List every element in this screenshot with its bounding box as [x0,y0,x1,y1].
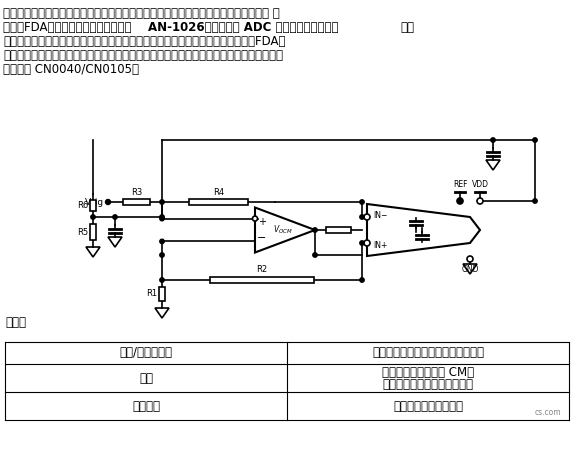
Circle shape [533,199,537,203]
Bar [90,224,96,240]
Circle shape [364,240,370,246]
Text: R3: R3 [131,188,142,196]
Text: R6: R6 [77,201,88,210]
Text: 取决于所用的输入电阻: 取决于所用的输入电阻 [393,400,463,413]
Circle shape [160,200,164,204]
Text: IN−: IN− [373,211,387,219]
Text: R2: R2 [257,266,267,274]
Text: 噪声性能而言，似乎显然应该采用这种方法；然而，有些时候可能并不存在合适的FDA，: 噪声性能而言，似乎显然应该采用这种方法；然而，有些时候可能并不存在合适的FDA， [3,35,285,48]
Text: 最简单的电平转换解决方案。: 最简单的电平转换解决方案。 [382,377,474,391]
Circle shape [106,199,111,204]
Text: 关采用FDA的设计详情可参见应用笔记: 关采用FDA的设计详情可参见应用笔记 [3,21,135,34]
Bar [189,199,248,205]
Text: Vsig: Vsig [85,197,104,206]
Circle shape [160,239,164,243]
Text: cs.com: cs.com [535,408,561,417]
Text: 输入阻抗: 输入阻抗 [132,400,160,413]
Circle shape [491,138,495,142]
Circle shape [458,199,462,203]
Circle shape [477,198,483,204]
Text: 。就: 。就 [400,21,414,34]
Circle shape [91,215,95,219]
Text: 而使用双放大器的定制电路可能更为合适。就单个放大器而言，可选产品种类要多得多。示: 而使用双放大器的定制电路可能更为合适。就单个放大器而言，可选产品种类要多得多。示 [3,49,283,62]
Text: R1: R1 [146,290,157,298]
Text: VDD: VDD [471,180,488,189]
Text: 利与弊: 利与弊 [5,316,26,329]
Text: REF: REF [453,180,467,189]
Circle shape [160,215,164,219]
Text: GND: GND [461,265,479,274]
Text: 裕量/单电源供电: 裕量/单电源供电 [119,346,173,360]
Text: 用这种方法实现的单端转差分具有最低的噪声，适合单电源类应用，可耐受阻性输入。 有: 用这种方法实现的单端转差分具有最低的噪声，适合单电源类应用，可耐受阻性输入。 有 [3,7,280,20]
Circle shape [160,278,164,282]
Bar [159,287,165,301]
Bar [123,199,150,205]
Circle shape [364,214,370,220]
Circle shape [160,253,164,257]
Text: IN+: IN+ [373,241,387,250]
Circle shape [160,216,164,221]
Text: 适合单电源供电，因为采用反相配置: 适合单电源供电，因为采用反相配置 [372,346,484,360]
Circle shape [457,198,463,204]
Text: 增益: 增益 [139,371,153,384]
Circle shape [253,216,258,221]
Text: R5: R5 [77,227,88,236]
Circle shape [113,215,117,219]
Text: R4: R4 [213,188,224,196]
Text: $V_{OCM}$: $V_{OCM}$ [273,224,293,236]
Text: AN-1026：高速差分 ADC 驱动器设计考虑因素: AN-1026：高速差分 ADC 驱动器设计考虑因素 [148,21,339,34]
Circle shape [313,228,317,232]
Text: −: − [257,234,267,243]
Bar [326,227,351,233]
Circle shape [360,215,364,219]
Bar [210,277,314,283]
Circle shape [533,138,537,142]
Circle shape [467,256,473,262]
Text: +: + [258,217,266,227]
Text: 允许衰减增益和可变 CM。: 允许衰减增益和可变 CM。 [382,367,474,379]
Circle shape [313,253,317,257]
Circle shape [360,241,364,245]
Circle shape [360,200,364,204]
Text: 例可参见 CN0040/CN0105。: 例可参见 CN0040/CN0105。 [3,63,139,76]
Circle shape [360,278,364,282]
Bar [90,200,96,212]
